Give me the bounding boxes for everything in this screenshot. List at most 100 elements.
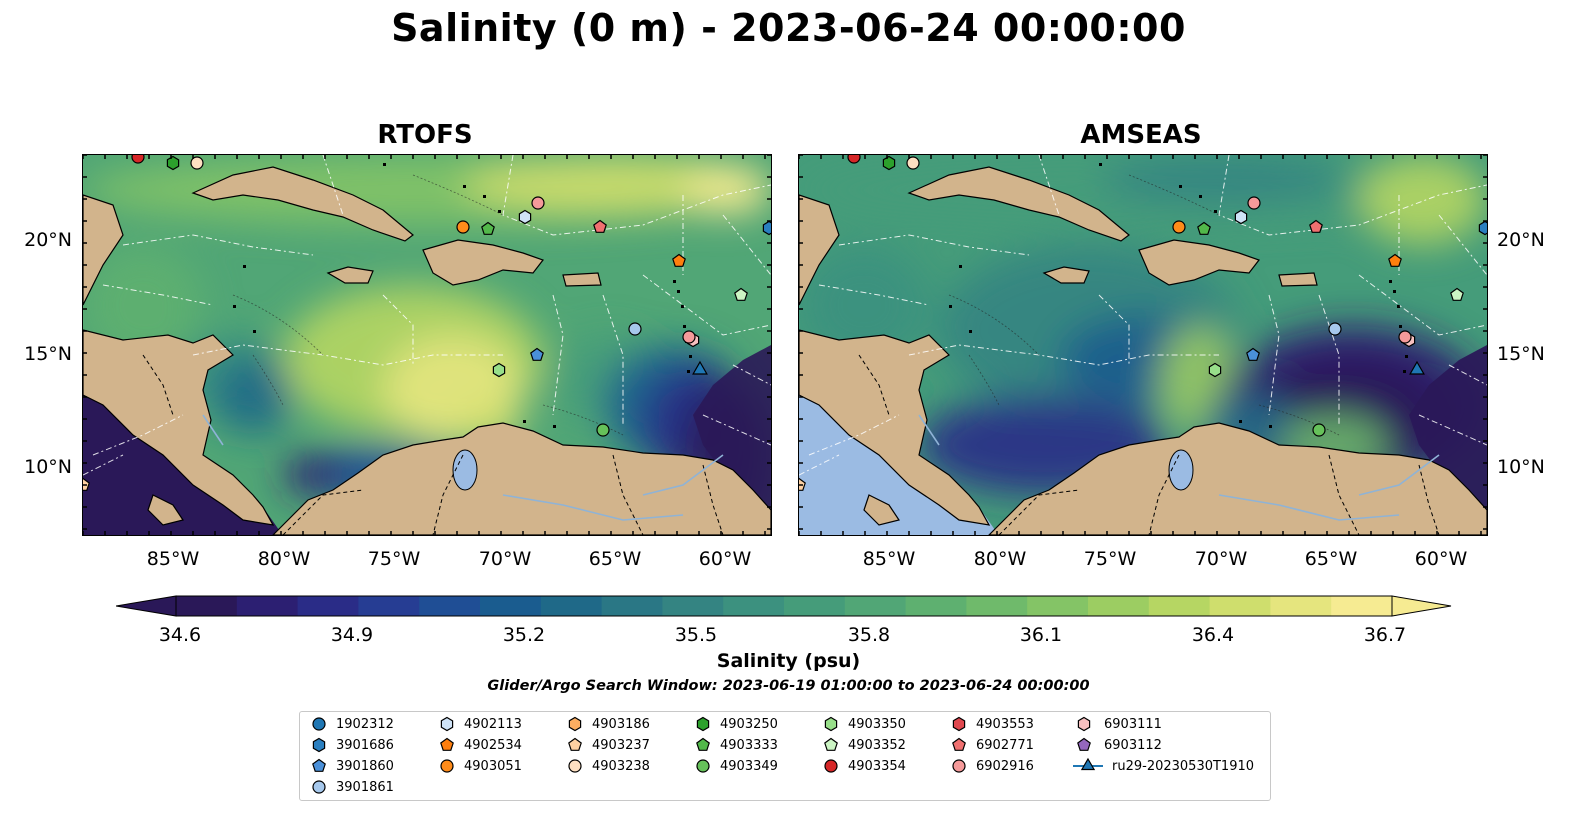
legend-item[interactable]: 4903051 <box>438 756 522 776</box>
legend-item-label: 4903354 <box>848 758 906 774</box>
float-marker <box>1450 287 1464 301</box>
legend-item-label: 4903237 <box>592 737 650 753</box>
glider-marker <box>1080 757 1096 771</box>
panama-isthmus <box>147 494 184 526</box>
legend-item-label: 4903051 <box>464 758 522 774</box>
hexagon-marker-icon <box>952 716 966 732</box>
land <box>799 166 1487 535</box>
boundary-line <box>1268 294 1280 416</box>
legend-item[interactable]: 4903186 <box>566 714 650 734</box>
small-island <box>243 265 246 268</box>
lon-label-left-80w: 80°W <box>257 548 311 570</box>
colorbar-tick-label: 35.8 <box>847 624 891 646</box>
figure-title: Salinity (0 m) - 2023-06-24 00:00:00 <box>391 6 1186 50</box>
legend-item[interactable]: 4903349 <box>694 756 778 776</box>
cuba-island <box>191 166 414 242</box>
colorbar-tick-label: 34.6 <box>158 624 202 646</box>
pentagon-marker-icon <box>568 737 582 751</box>
legend-item[interactable]: 6902916 <box>950 756 1034 776</box>
boundary-line <box>799 454 840 476</box>
legend-item-label: 6903112 <box>1104 737 1162 753</box>
float-marker <box>312 717 326 731</box>
circle-marker-icon <box>568 759 582 773</box>
colorbar-segment <box>297 596 359 616</box>
colorbar-segment <box>966 596 1028 616</box>
boundary-line <box>1358 274 1487 336</box>
legend: 1902312 3901686 3901860 3901861 4902113 … <box>299 711 1271 801</box>
float-marker <box>440 737 454 751</box>
legend-item[interactable]: 4903352 <box>822 735 906 755</box>
colorbar-segment <box>1209 596 1271 616</box>
legend-item[interactable]: 6903111 <box>1072 714 1162 734</box>
salinity-patch <box>1359 155 1487 245</box>
colorbar-segment <box>176 596 238 616</box>
legend-item[interactable]: 4903237 <box>566 735 650 755</box>
small-island <box>959 265 962 268</box>
colorbar-segment <box>1088 596 1150 616</box>
float-marker <box>131 155 145 164</box>
legend-item[interactable]: 4903553 <box>950 714 1034 734</box>
legend-item[interactable]: 6902771 <box>950 735 1034 755</box>
lat-label-right-20n: 20°N <box>1497 229 1545 251</box>
map-rtofs-canvas <box>83 155 771 535</box>
pentagon-marker-icon <box>696 737 710 751</box>
rivers <box>202 414 724 521</box>
small-island <box>687 370 690 373</box>
border-line <box>998 489 1080 535</box>
colorbar-outline <box>175 595 1393 617</box>
legend-item[interactable]: 4903250 <box>694 714 778 734</box>
boundary-line <box>322 155 344 216</box>
legend-item[interactable]: ru29-20230530T1910 <box>1072 756 1254 776</box>
land <box>83 166 771 535</box>
legend-item-label: 3901686 <box>336 737 394 753</box>
contour-line <box>948 294 1040 356</box>
central-america <box>83 329 275 526</box>
salinity-patch <box>283 455 343 495</box>
legend-item[interactable]: 4903350 <box>822 714 906 734</box>
legend-item-label: 4903333 <box>720 737 778 753</box>
hexagon-marker-icon <box>1077 716 1091 732</box>
legend-item[interactable]: 4902534 <box>438 735 522 755</box>
small-island <box>949 305 952 308</box>
small-island <box>1099 163 1102 166</box>
legend-item[interactable]: 3901860 <box>310 756 394 776</box>
legend-item[interactable]: 4902113 <box>438 714 522 734</box>
rivers <box>918 414 1440 521</box>
legend-item-label: 4902113 <box>464 716 522 732</box>
legend-item[interactable]: 1902312 <box>310 714 394 734</box>
river-line <box>918 414 940 446</box>
river-line <box>502 494 684 521</box>
float-marker <box>1234 209 1248 225</box>
boundary-line <box>552 294 564 416</box>
float-marker <box>568 737 582 751</box>
legend-item[interactable]: 3901686 <box>310 735 394 755</box>
yucatan-landmass <box>83 194 124 306</box>
small-island <box>677 290 680 293</box>
float-marker <box>593 219 607 233</box>
float-marker <box>824 759 838 773</box>
legend-item-label: 6903111 <box>1104 716 1162 732</box>
small-island <box>233 305 236 308</box>
legend-item[interactable]: 4903238 <box>566 756 650 776</box>
south-america <box>272 422 771 535</box>
colorbar-tick-label: 36.7 <box>1363 624 1407 646</box>
contour-line <box>232 294 324 356</box>
float-marker <box>312 780 326 794</box>
atlantic-fresh-patch <box>693 345 771 535</box>
float-marker <box>1328 322 1342 336</box>
legend-item[interactable]: 4903354 <box>822 756 906 776</box>
map-rtofs[interactable] <box>82 154 772 536</box>
lon-label-left-85w: 85°W <box>146 548 200 570</box>
float-marker <box>906 156 920 170</box>
float-marker <box>596 423 610 437</box>
small-island <box>673 280 676 283</box>
legend-item[interactable]: 6903112 <box>1072 735 1162 755</box>
legend-item-label: 4903350 <box>848 716 906 732</box>
map-amseas[interactable] <box>798 154 1488 536</box>
boundary-line <box>908 344 1219 366</box>
legend-item-label: 3901861 <box>336 779 394 795</box>
lon-label-right-65w: 65°W <box>1304 548 1358 570</box>
search-window-caption: Glider/Argo Search Window: 2023-06-19 01… <box>487 678 1090 694</box>
legend-item[interactable]: 4903333 <box>694 735 778 755</box>
legend-item[interactable]: 3901861 <box>310 777 394 797</box>
